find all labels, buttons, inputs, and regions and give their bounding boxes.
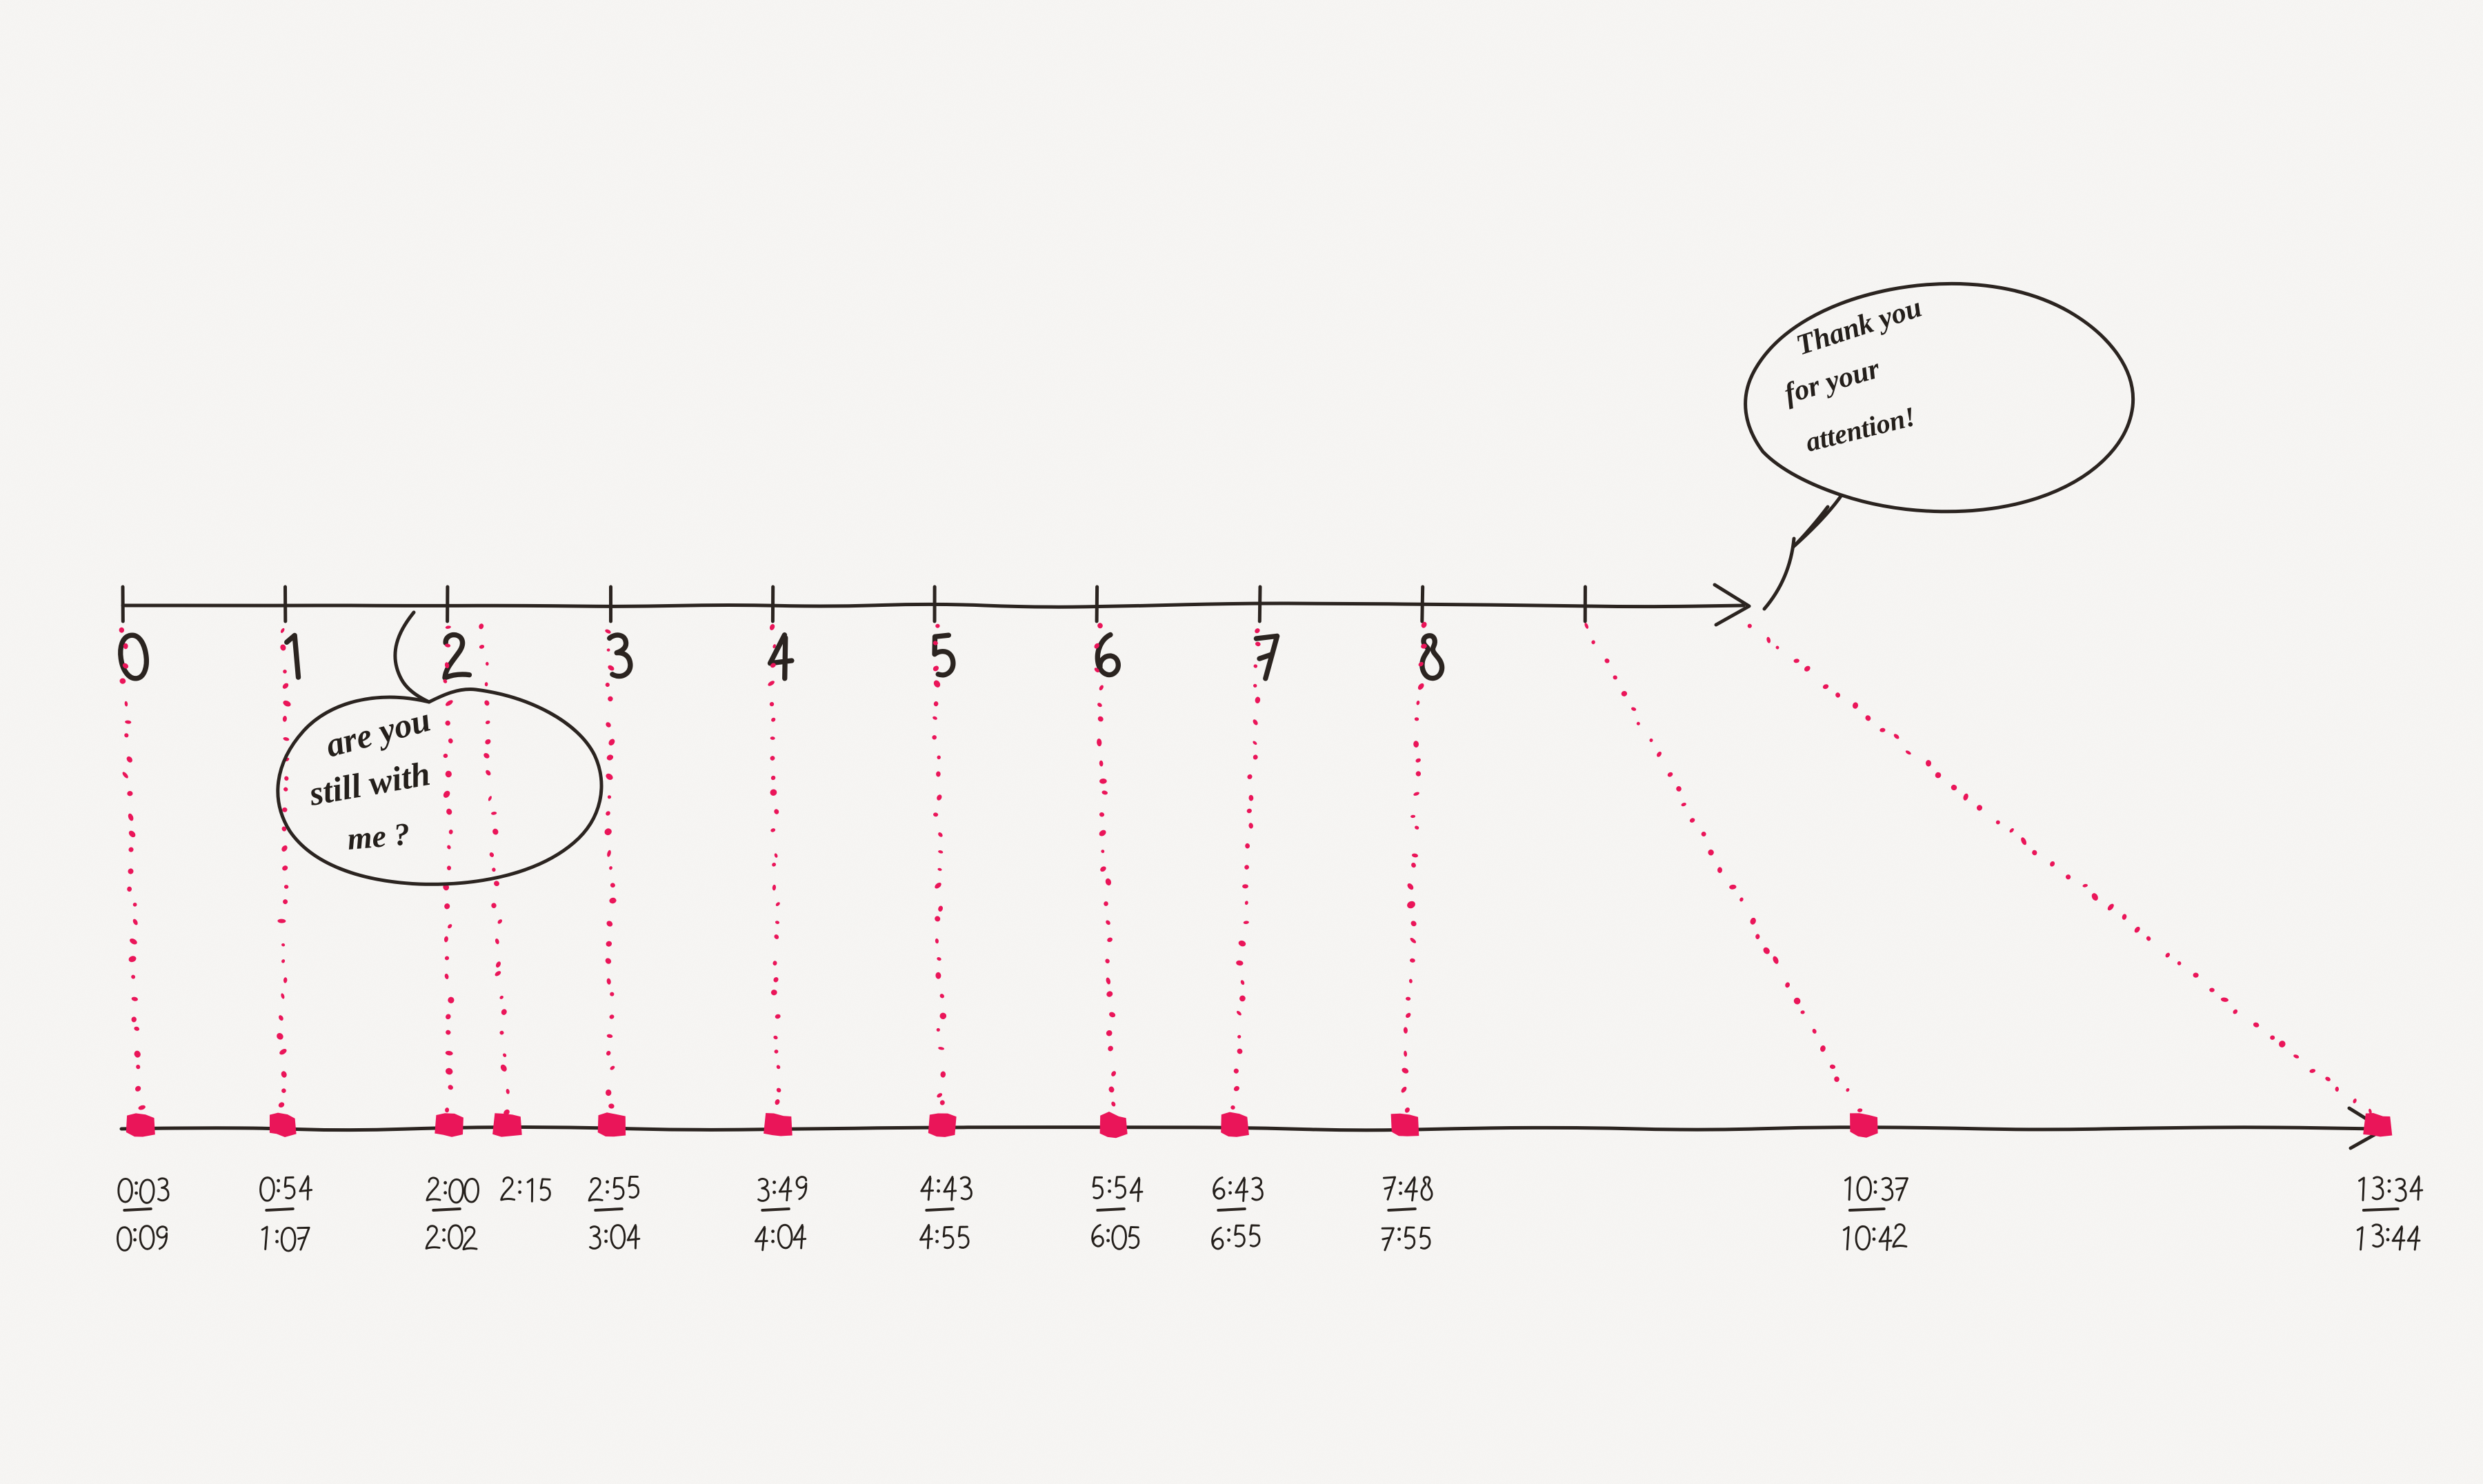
svg-text:me ?: me ? xyxy=(346,816,411,856)
